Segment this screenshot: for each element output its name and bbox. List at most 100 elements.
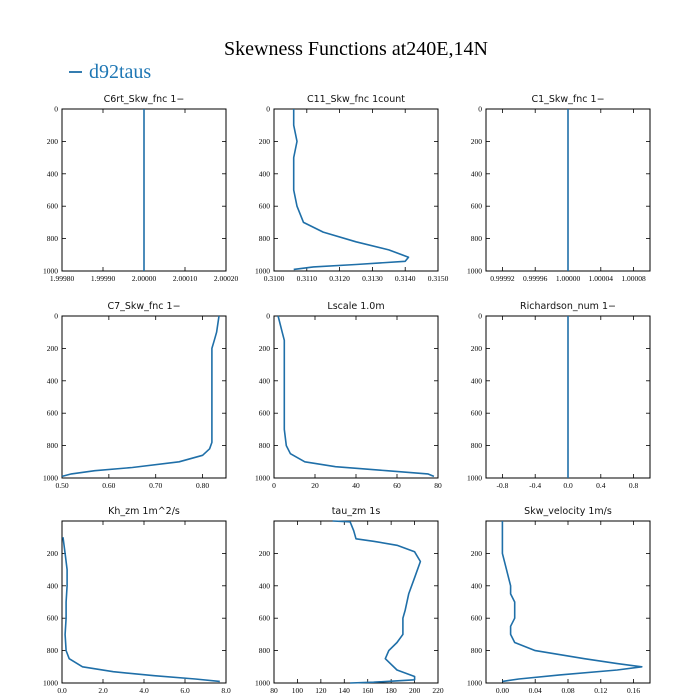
- legend-label: d92taus: [89, 61, 151, 83]
- series-line: [501, 521, 643, 683]
- y-tick-label: 800: [47, 646, 59, 655]
- subplot-4: C7_Skw_fnc 1− 0.50 0.60 0.70 0.80 0 200 400 600 8…: [43, 301, 227, 490]
- series-line: [62, 537, 220, 683]
- x-tick-label: 1.99980: [50, 274, 75, 283]
- x-tick-label: 8.0: [221, 686, 231, 695]
- x-tick-label: 80: [270, 686, 278, 695]
- x-tick-label: 200: [409, 686, 421, 695]
- x-tick-label: 2.0: [98, 686, 108, 695]
- figure-title: Skewness Functions at240E,14N: [224, 38, 488, 60]
- x-tick-label: 1.00004: [589, 274, 614, 283]
- y-tick-label: 600: [471, 409, 483, 418]
- y-tick-label: 800: [47, 234, 59, 243]
- subplot-title: C6rt_Skw_fnc 1−: [104, 94, 185, 105]
- subplot-title: C11_Skw_fnc 1count: [307, 94, 405, 105]
- y-tick-label: 400: [47, 376, 59, 385]
- x-tick-label: 0.80: [196, 481, 209, 490]
- y-tick-label: 400: [47, 169, 59, 178]
- y-tick-label: 0: [54, 105, 58, 114]
- y-tick-label: 400: [471, 581, 483, 590]
- y-tick-label: 600: [47, 202, 59, 211]
- y-tick-label: 400: [259, 376, 271, 385]
- x-tick-label: 2.00020: [214, 274, 239, 283]
- y-tick-label: 0: [266, 105, 270, 114]
- y-tick-label: 200: [259, 549, 271, 558]
- y-tick-label: 800: [259, 234, 271, 243]
- subplot-title: Richardson_num 1−: [520, 301, 616, 312]
- y-tick-label: 200: [47, 344, 59, 353]
- subplot-title: tau_zm 1s: [332, 506, 381, 517]
- x-tick-label: 140: [339, 686, 351, 695]
- subplot-7: Kh_zm 1m^2/s 0.0 2.0 4.0 6.0 8.0 200 400 600 800 1…: [43, 506, 231, 695]
- x-tick-label: 0.08: [561, 686, 574, 695]
- subplot-title: Lscale 1.0m: [327, 301, 384, 312]
- plot-frame: [485, 520, 651, 684]
- x-tick-label: 120: [315, 686, 327, 695]
- x-tick-label: 4.0: [139, 686, 149, 695]
- x-tick-label: 100: [292, 686, 304, 695]
- y-tick-label: 400: [471, 169, 483, 178]
- y-tick-label: 1000: [43, 474, 58, 483]
- y-tick-label: 0: [266, 312, 270, 321]
- x-tick-label: 0.3110: [297, 274, 318, 283]
- y-tick-label: 200: [259, 344, 271, 353]
- subplot-title: Skw_velocity 1m/s: [524, 506, 612, 517]
- y-tick-label: 0: [478, 105, 482, 114]
- y-tick-label: 1000: [43, 267, 58, 276]
- y-tick-label: 800: [471, 646, 483, 655]
- y-tick-label: 600: [471, 614, 483, 623]
- x-tick-label: 0: [272, 481, 276, 490]
- subplot-3: C1_Skw_fnc 1− 0.99992 0.99996 1.00000 1.0000…: [467, 94, 651, 283]
- x-tick-label: 0.0: [57, 686, 67, 695]
- x-tick-label: 60: [393, 481, 401, 490]
- series-line: [332, 520, 422, 684]
- x-tick-label: 1.00008: [621, 274, 646, 283]
- x-tick-label: 180: [386, 686, 398, 695]
- x-tick-label: 40: [352, 481, 360, 490]
- y-tick-label: 0: [478, 312, 482, 321]
- y-tick-label: 200: [471, 137, 483, 146]
- panels: C6rt_Skw_fnc 1−1.99980 1.99990 2.00000 2.00…: [43, 94, 651, 695]
- x-tick-label: 0.99992: [490, 274, 515, 283]
- y-tick-label: 1000: [255, 474, 270, 483]
- x-tick-label: 220: [432, 686, 444, 695]
- x-tick-label: 2.00000: [132, 274, 157, 283]
- series-line: [277, 315, 435, 478]
- y-tick-label: 200: [47, 137, 59, 146]
- x-tick-label: 0.50: [55, 481, 68, 490]
- y-tick-label: 1000: [467, 267, 482, 276]
- y-tick-label: 200: [471, 549, 483, 558]
- subplot-8: tau_zm 1s 80 100 120 140 160 180 200 220 200 400 60…: [255, 506, 444, 695]
- x-tick-label: 20: [311, 481, 319, 490]
- legend: d92taus: [69, 61, 151, 83]
- subplot-title: C7_Skw_fnc 1−: [107, 301, 180, 312]
- x-tick-label: 160: [362, 686, 374, 695]
- plot-frame: [273, 315, 439, 479]
- plot-frame: [273, 108, 439, 272]
- subplot-9: Skw_velocity 1m/s 0.00 0.04 0.08 0.12 0.16 200…: [467, 506, 651, 695]
- y-tick-label: 200: [471, 344, 483, 353]
- x-tick-label: 0.4: [596, 481, 606, 490]
- x-tick-label: 0.04: [529, 686, 542, 695]
- y-tick-label: 800: [47, 441, 59, 450]
- y-tick-label: 1000: [467, 474, 482, 483]
- x-tick-label: 6.0: [180, 686, 190, 695]
- x-tick-label: 0.0: [563, 481, 573, 490]
- subplot-title: Kh_zm 1m^2/s: [108, 506, 180, 517]
- plot-frame: [273, 520, 439, 684]
- x-tick-label: 0.12: [594, 686, 607, 695]
- x-tick-label: -0.4: [529, 481, 541, 490]
- x-tick-label: 1.99990: [91, 274, 116, 283]
- x-tick-label: 0.3120: [329, 274, 350, 283]
- x-tick-label: 0.3130: [362, 274, 383, 283]
- y-tick-label: 400: [259, 169, 271, 178]
- series-line: [292, 109, 410, 271]
- x-tick-label: 1.00000: [556, 274, 581, 283]
- y-tick-label: 400: [471, 376, 483, 385]
- y-tick-label: 800: [471, 234, 483, 243]
- subplot-title: C1_Skw_fnc 1−: [531, 94, 604, 105]
- x-tick-label: 0.3100: [264, 274, 285, 283]
- x-tick-label: -0.8: [496, 481, 508, 490]
